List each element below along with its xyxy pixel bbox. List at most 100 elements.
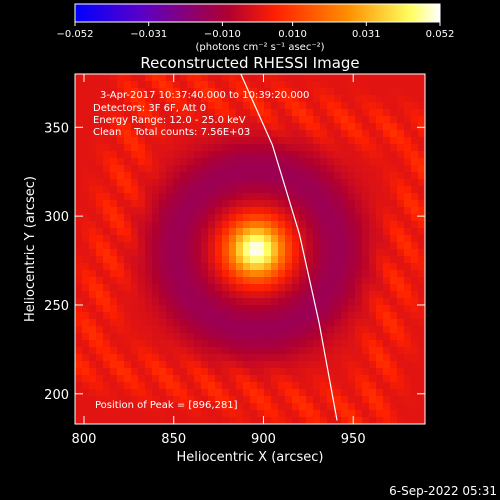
heatmap-cell (313, 270, 321, 278)
heatmap-cell (131, 242, 139, 250)
heatmap-cell (166, 270, 174, 278)
heatmap-cell (418, 116, 425, 124)
y-axis-label: Heliocentric Y (arcsec) (23, 176, 38, 322)
heatmap-cell (222, 396, 230, 404)
heatmap-cell (166, 375, 174, 383)
heatmap-cell (89, 340, 97, 348)
heatmap-cell (110, 214, 118, 222)
heatmap-cell (313, 95, 321, 103)
heatmap-cell (215, 326, 223, 334)
heatmap-cell (383, 116, 391, 124)
heatmap-cell (166, 109, 174, 117)
heatmap-cell (327, 410, 335, 418)
heatmap-cell (194, 207, 202, 215)
heatmap-cell (306, 102, 314, 110)
heatmap-cell (103, 81, 111, 89)
heatmap-cell (250, 137, 258, 145)
heatmap-cell (173, 368, 181, 376)
heatmap-cell (173, 277, 181, 285)
heatmap-cell (404, 312, 412, 320)
heatmap-cell (208, 312, 216, 320)
heatmap-cell (264, 172, 272, 180)
heatmap-cell (348, 207, 356, 215)
heatmap-cell (159, 172, 167, 180)
heatmap-cell (124, 130, 132, 138)
heatmap-cell (82, 165, 90, 173)
heatmap-cell (383, 270, 391, 278)
heatmap-cell (124, 277, 132, 285)
heatmap-cell (327, 263, 335, 271)
heatmap-cell (159, 165, 167, 173)
heatmap-cell (355, 347, 363, 355)
heatmap-cell (313, 109, 321, 117)
heatmap-cell (369, 263, 377, 271)
heatmap-cell (376, 249, 384, 257)
heatmap-cell (117, 298, 125, 306)
heatmap-cell (271, 326, 279, 334)
heatmap-cell (124, 207, 132, 215)
heatmap-cell (397, 74, 405, 82)
heatmap-cell (292, 172, 300, 180)
heatmap-cell (285, 102, 293, 110)
heatmap-cell (390, 319, 398, 327)
heatmap-cell (103, 305, 111, 313)
heatmap-cell (271, 340, 279, 348)
heatmap-cell (152, 312, 160, 320)
heatmap-cell (236, 116, 244, 124)
heatmap-cell (159, 109, 167, 117)
heatmap-cell (250, 375, 258, 383)
heatmap-cell (82, 396, 90, 404)
heatmap-cell (110, 88, 118, 96)
heatmap-cell (180, 389, 188, 397)
heatmap-cell (222, 158, 230, 166)
heatmap-cell (131, 305, 139, 313)
heatmap-cell (208, 382, 216, 390)
heatmap-cell (334, 263, 342, 271)
heatmap-cell (362, 312, 370, 320)
heatmap-cell (376, 151, 384, 159)
heatmap-cell (89, 368, 97, 376)
heatmap-cell (159, 417, 167, 424)
heatmap-cell (236, 410, 244, 418)
heatmap-cell (208, 102, 216, 110)
heatmap-cell (313, 396, 321, 404)
heatmap-cell (257, 326, 265, 334)
heatmap-cell (152, 361, 160, 369)
heatmap-cell (201, 200, 209, 208)
heatmap-cell (404, 305, 412, 313)
heatmap-cell (320, 74, 328, 82)
heatmap-cell (257, 165, 265, 173)
heatmap-cell (355, 158, 363, 166)
heatmap-cell (89, 228, 97, 236)
heatmap-cell (96, 88, 104, 96)
heatmap-cell (75, 263, 83, 271)
heatmap-cell (187, 123, 195, 131)
heatmap-cell (131, 214, 139, 222)
heatmap-cell (215, 95, 223, 103)
heatmap-cell (173, 81, 181, 89)
heatmap-cell (222, 228, 230, 236)
heatmap-cell (271, 333, 279, 341)
heatmap-cell (152, 123, 160, 131)
heatmap-cell (390, 375, 398, 383)
heatmap-cell (334, 144, 342, 152)
heatmap-cell (208, 81, 216, 89)
heatmap-cell (75, 403, 83, 411)
heatmap-cell (397, 186, 405, 194)
heatmap-cell (348, 270, 356, 278)
heatmap-cell (236, 228, 244, 236)
heatmap-cell (383, 354, 391, 362)
heatmap-cell (348, 340, 356, 348)
heatmap-cell (124, 221, 132, 229)
heatmap-cell (180, 410, 188, 418)
heatmap-cell (285, 249, 293, 257)
heatmap-cell (215, 221, 223, 229)
heatmap-cell (257, 389, 265, 397)
heatmap-cell (376, 284, 384, 292)
heatmap-cell (257, 207, 265, 215)
heatmap-cell (390, 347, 398, 355)
heatmap-cell (103, 235, 111, 243)
heatmap-cell (166, 123, 174, 131)
heatmap-cell (418, 368, 425, 376)
